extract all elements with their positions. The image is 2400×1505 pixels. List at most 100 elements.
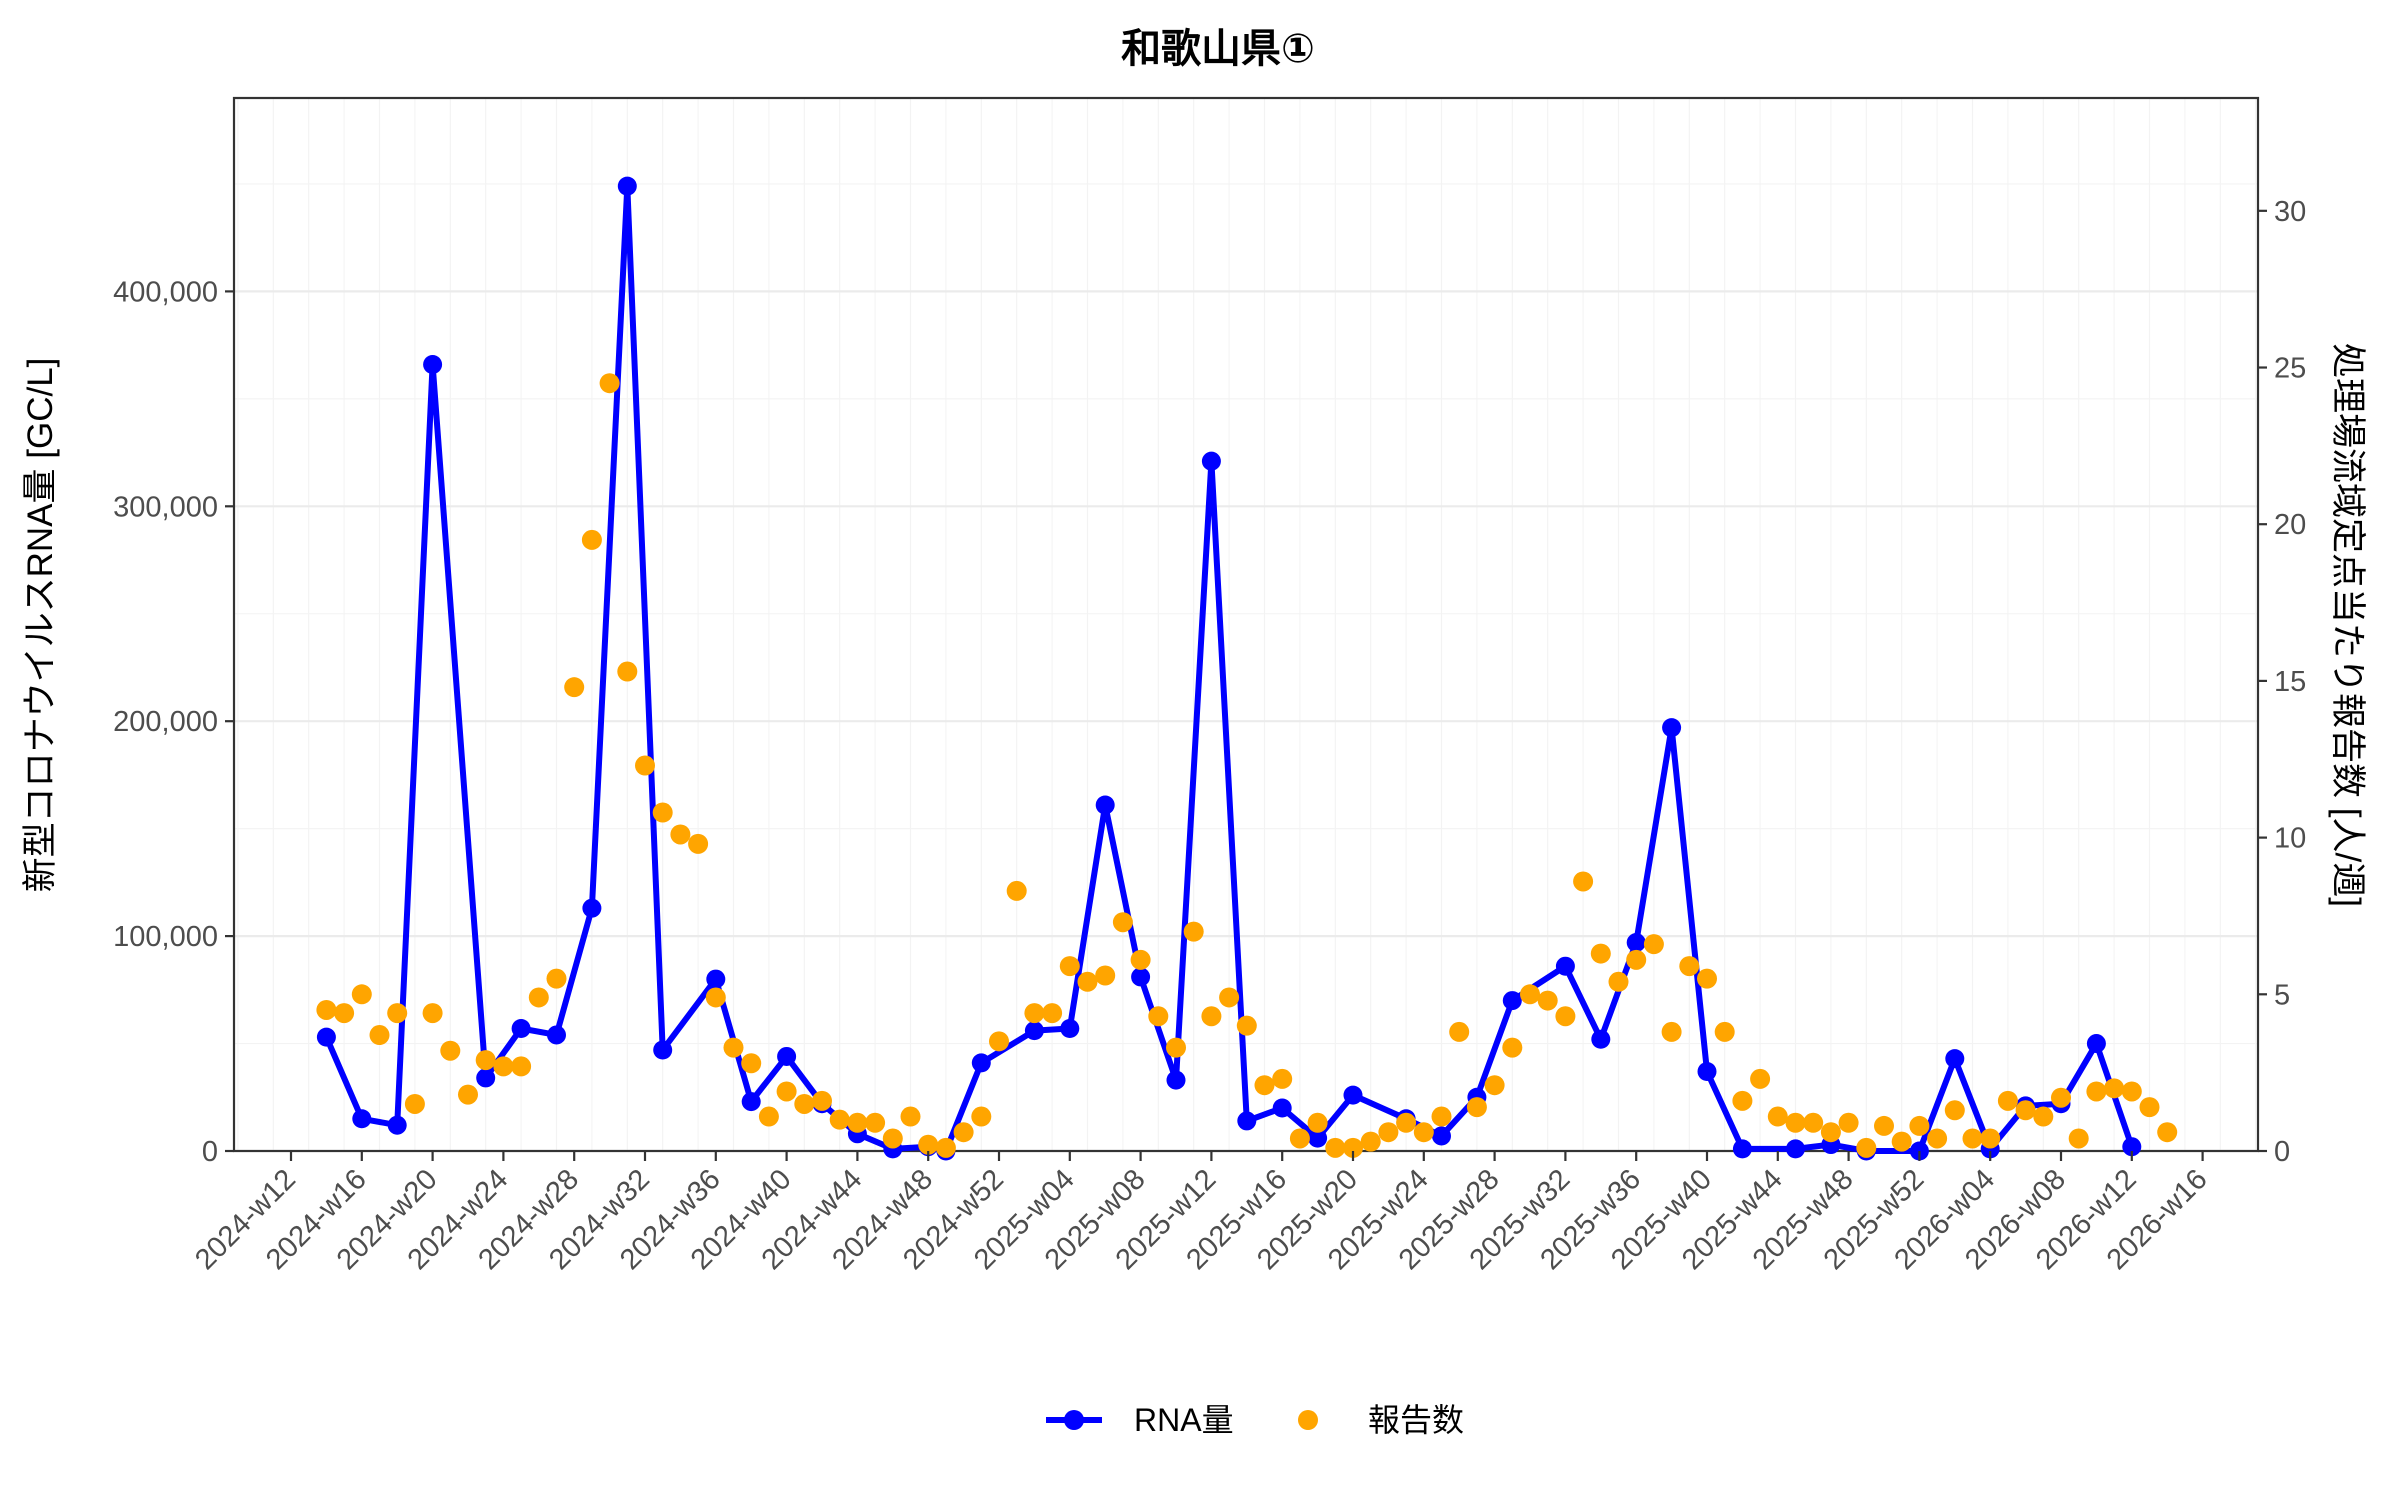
report-data-point	[1944, 1100, 1965, 1121]
report-data-point	[635, 755, 655, 776]
report-data-point	[1838, 1112, 1859, 1133]
report-data-point	[1112, 912, 1133, 933]
report-data-point	[882, 1128, 903, 1149]
rna-data-point	[1095, 795, 1115, 815]
rna-data-point	[1786, 1139, 1805, 1159]
report-data-point	[741, 1053, 762, 1074]
report-data-point	[1679, 956, 1700, 977]
rna-data-point	[352, 1109, 372, 1129]
report-data-point	[2121, 1081, 2142, 1102]
report-data-point	[1785, 1112, 1806, 1133]
rna-data-point	[1308, 1128, 1328, 1148]
report-data-point	[1130, 949, 1151, 970]
report-data-point	[1626, 949, 1647, 970]
report-data-point	[546, 968, 567, 989]
report-data-point	[475, 1050, 496, 1071]
rna-data-point	[617, 176, 637, 196]
rna-data-point	[1732, 1139, 1752, 1159]
report-data-point	[2068, 1128, 2089, 1149]
y-axis-right: 0 5 10 15 20 25 30	[2258, 196, 2306, 1168]
report-data-point	[1502, 1037, 1523, 1058]
report-data-point	[1803, 1112, 1824, 1133]
y-left-tick-label: 0	[202, 1136, 218, 1168]
report-data-point	[2033, 1106, 2054, 1127]
report-data-point	[1661, 1021, 1682, 1042]
report-data-point	[404, 1093, 425, 1114]
report-data-point	[1643, 934, 1664, 955]
legend-point-icon	[1298, 1410, 1318, 1430]
report-data-point	[1272, 1068, 1293, 1089]
report-data-point	[829, 1109, 850, 1130]
report-data-point	[776, 1081, 797, 1102]
report-data-point	[511, 1056, 532, 1077]
report-data-point	[1590, 943, 1611, 964]
report-data-point	[369, 1025, 390, 1046]
y-left-tick-label: 100,000	[113, 921, 218, 953]
legend-item-rna: RNA量	[1046, 1402, 1234, 1438]
report-data-point	[599, 373, 620, 394]
y-axis-left-title: 新型コロナウイルスRNA量 [GC/L]	[21, 358, 60, 893]
report-data-point	[581, 529, 602, 550]
report-data-point	[1927, 1128, 1948, 1149]
report-data-point	[1732, 1090, 1753, 1111]
y-axis-left: 0 100,000 200,000 300,000 400,000	[113, 276, 234, 1168]
rna-data-point	[387, 1115, 407, 1135]
report-data-point	[1254, 1075, 1275, 1096]
report-data-point	[900, 1106, 921, 1127]
y-right-tick-label: 15	[2274, 666, 2306, 698]
legend-point-icon	[1064, 1410, 1084, 1430]
y-right-tick-label: 20	[2274, 509, 2306, 541]
report-data-point	[1219, 987, 1240, 1008]
rna-data-point	[1555, 956, 1575, 976]
report-data-point	[794, 1093, 815, 1114]
rna-data-point	[1131, 967, 1151, 987]
rna-data-point	[1237, 1111, 1257, 1131]
report-data-point	[1095, 965, 1116, 986]
report-data-point	[2139, 1097, 2160, 1118]
y-left-tick-label: 200,000	[113, 706, 218, 738]
rna-data-point	[1166, 1070, 1186, 1090]
y-right-tick-label: 5	[2274, 979, 2290, 1011]
report-data-point	[458, 1084, 478, 1105]
report-data-point	[1573, 871, 1594, 892]
rna-data-point	[2122, 1137, 2142, 1157]
report-data-point	[1307, 1112, 1328, 1133]
report-data-point	[652, 802, 673, 823]
report-data-point	[1484, 1075, 1505, 1096]
report-data-point	[1077, 971, 1098, 992]
report-data-point	[705, 987, 726, 1008]
rna-data-point	[1432, 1126, 1451, 1146]
report-data-point	[1714, 1021, 1735, 1042]
chart-title: 和歌山県①	[1121, 27, 1315, 71]
report-data-point	[334, 1003, 355, 1024]
y-right-tick-label: 0	[2274, 1136, 2290, 1168]
report-data-point	[493, 1056, 514, 1077]
report-data-point	[1024, 1003, 1045, 1024]
report-data-point	[2015, 1100, 2036, 1121]
report-data-point	[316, 999, 337, 1020]
rna-data-point	[1697, 1061, 1717, 1081]
rna-data-point	[1024, 1021, 1044, 1041]
legend-label-reports: 報告数	[1368, 1402, 1464, 1438]
report-data-point	[1183, 921, 1204, 942]
report-data-point	[1360, 1131, 1381, 1152]
rna-data-point	[1060, 1019, 1080, 1039]
plot-panel-border	[232, 96, 2260, 1153]
report-data-point	[1449, 1021, 1470, 1042]
rna-data-point	[1272, 1098, 1292, 1118]
report-data-point	[1856, 1137, 1877, 1158]
rna-data-point	[423, 354, 443, 374]
report-data-point	[1555, 1006, 1576, 1027]
legend-item-reports: 報告数	[1298, 1402, 1464, 1438]
rna-data-point	[316, 1027, 336, 1047]
series-report-points	[316, 373, 2178, 1158]
report-data-point	[1909, 1115, 1930, 1136]
report-data-point	[1042, 1003, 1063, 1024]
rna-data-point	[547, 1025, 566, 1045]
report-data-point	[1166, 1037, 1186, 1058]
rna-data-point	[777, 1046, 797, 1066]
legend-label-rna: RNA量	[1134, 1402, 1234, 1438]
rna-data-point	[476, 1068, 496, 1088]
report-data-point	[1891, 1131, 1912, 1152]
report-data-point	[528, 987, 549, 1008]
